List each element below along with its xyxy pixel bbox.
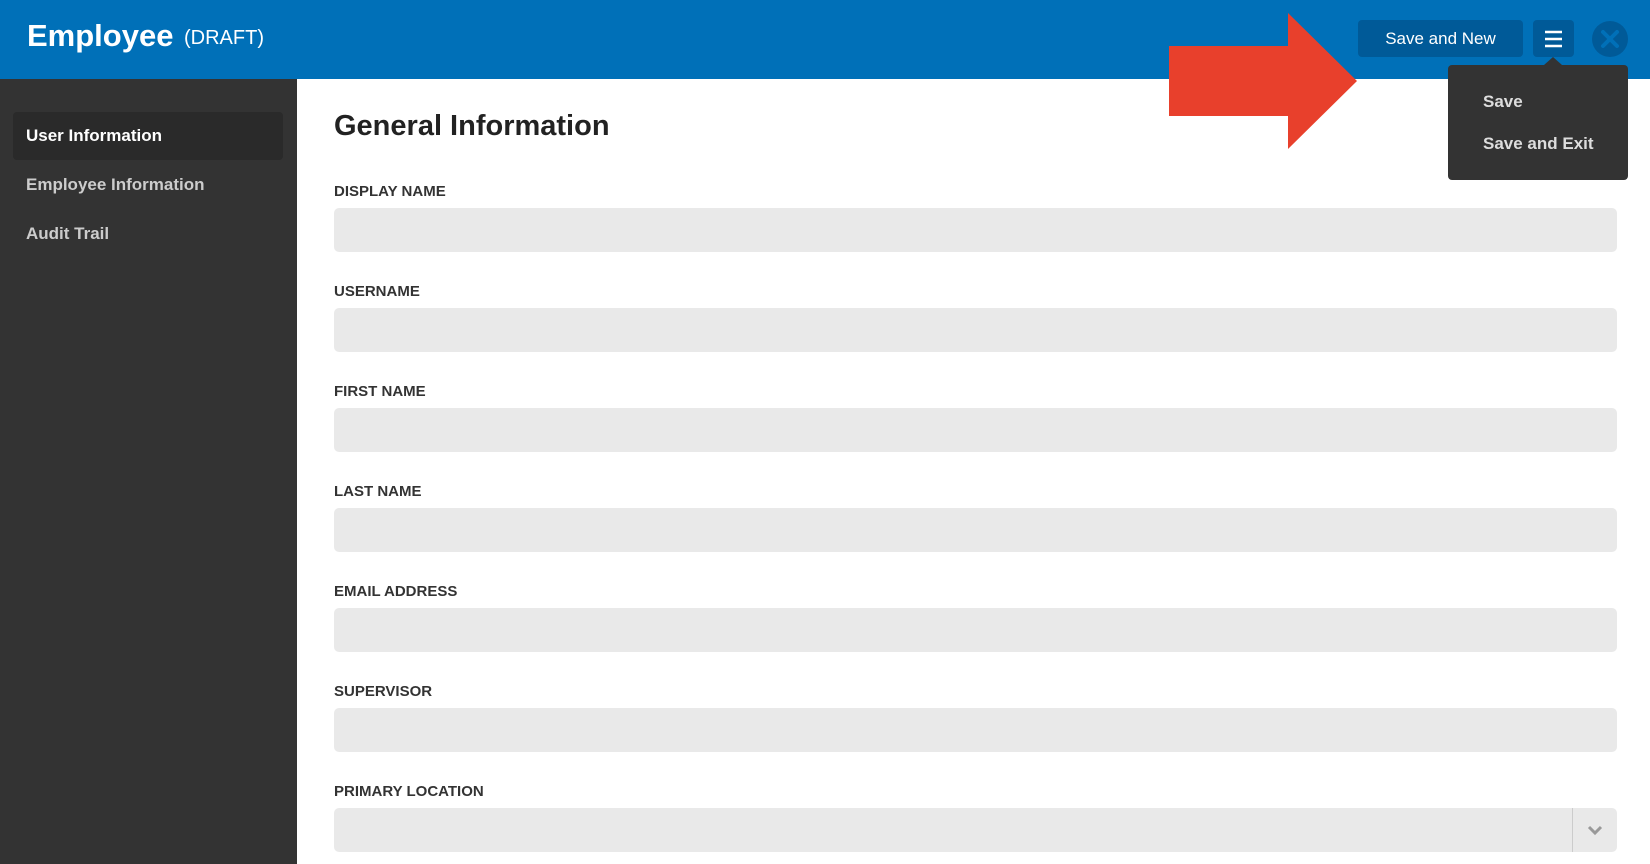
menu-item[interactable]: Save and Exit — [1483, 134, 1594, 153]
text-input[interactable] — [334, 508, 1617, 552]
text-input[interactable] — [334, 408, 1617, 452]
red-arrow — [1169, 13, 1357, 149]
field-label: PRIMARY LOCATION — [334, 783, 484, 800]
text-input[interactable] — [334, 308, 1617, 352]
field-label: LAST NAME — [334, 483, 422, 500]
field-label: EMAIL ADDRESS — [334, 583, 458, 600]
page-title: Employee — [27, 18, 174, 53]
chevron — [1587, 825, 1603, 836]
field-label: FIRST NAME — [334, 383, 426, 400]
field-label: DISPLAY NAME — [334, 183, 446, 200]
field-label: USERNAME — [334, 283, 420, 300]
sidebar-item[interactable]: Employee Information — [26, 175, 205, 194]
dropdown-menu — [1448, 65, 1628, 180]
menu-button[interactable] — [1533, 20, 1574, 57]
select-input[interactable] — [334, 808, 1617, 852]
menu-icon — [1545, 30, 1562, 48]
dropdown-caret — [1544, 57, 1562, 65]
text-input[interactable] — [334, 708, 1617, 752]
field-label: SUPERVISOR — [334, 683, 433, 700]
sidebar-item[interactable]: User Information — [13, 112, 283, 160]
annotation-layer — [1169, 13, 1562, 149]
save-and-new-button[interactable]: Save and New — [1358, 20, 1523, 57]
text-input[interactable] — [334, 208, 1617, 252]
menu-item[interactable]: Save — [1483, 92, 1523, 111]
sidebar-item[interactable]: Audit Trail — [26, 224, 110, 243]
form-title: General Information — [334, 110, 610, 142]
text-input[interactable] — [334, 608, 1617, 652]
close-button[interactable] — [1591, 20, 1629, 58]
select-divider — [1572, 808, 1573, 852]
status: (DRAFT) — [184, 27, 264, 49]
sidebar — [0, 79, 297, 864]
